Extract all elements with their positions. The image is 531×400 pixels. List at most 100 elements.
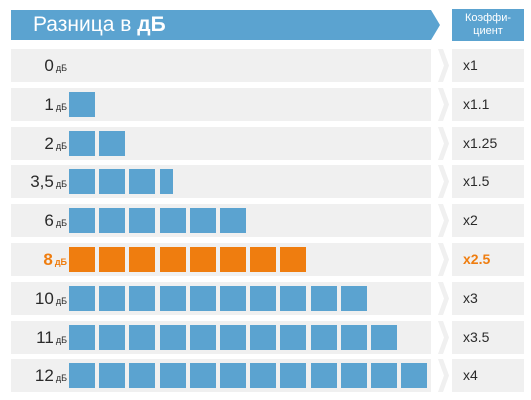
level-block <box>280 286 306 311</box>
level-block <box>311 325 337 350</box>
level-block <box>99 131 125 156</box>
coefficient-value: x2.5 <box>452 243 524 276</box>
db-unit: дБ <box>55 63 67 73</box>
level-block <box>160 286 186 311</box>
db-value: 8 <box>43 250 53 269</box>
db-unit: дБ <box>54 257 67 267</box>
row-arrow-icon <box>438 282 449 315</box>
header-arrow-icon <box>431 10 440 40</box>
level-block <box>311 286 337 311</box>
level-block <box>69 208 95 233</box>
level-block <box>190 363 216 388</box>
level-block <box>129 363 155 388</box>
coefficient-header-line1: Коэффи- <box>464 12 512 24</box>
level-block <box>99 325 125 350</box>
level-block <box>69 247 95 272</box>
db-unit: дБ <box>55 218 67 228</box>
header-title: Разница в <box>33 13 132 36</box>
db-value: 0 <box>44 56 54 75</box>
db-unit: дБ <box>55 141 67 151</box>
level-block <box>129 325 155 350</box>
level-block <box>220 286 246 311</box>
coefficient-value: x1.1 <box>452 88 524 121</box>
coefficient-value: x1.5 <box>452 165 524 198</box>
db-unit: дБ <box>55 102 67 112</box>
level-block <box>250 325 276 350</box>
level-block <box>190 286 216 311</box>
level-block <box>69 325 95 350</box>
level-block <box>280 247 306 272</box>
level-block <box>160 325 186 350</box>
level-block <box>371 363 397 388</box>
row-arrow-icon <box>438 49 449 82</box>
level-block <box>220 208 246 233</box>
level-block <box>401 363 427 388</box>
level-block <box>220 363 246 388</box>
row-arrow-icon <box>438 243 449 276</box>
coefficient-value: x1.25 <box>452 127 524 160</box>
db-label: 8 дБ <box>11 243 67 276</box>
row-arrow-icon <box>438 359 449 392</box>
level-block <box>341 286 367 311</box>
level-block <box>311 363 337 388</box>
level-block <box>69 131 95 156</box>
level-block <box>220 325 246 350</box>
level-block <box>69 363 95 388</box>
table-row <box>11 49 431 82</box>
level-block <box>99 363 125 388</box>
level-block <box>280 363 306 388</box>
level-block <box>250 363 276 388</box>
db-unit: дБ <box>55 373 67 383</box>
db-label: 2 дБ <box>11 127 67 160</box>
db-value: 3,5 <box>30 172 54 191</box>
level-block <box>99 169 125 194</box>
level-block <box>250 286 276 311</box>
level-block <box>160 169 173 194</box>
table-header: Разница в дБ <box>11 10 431 40</box>
coefficient-header-line2: циент <box>473 25 503 37</box>
level-block <box>190 247 216 272</box>
db-label: 6 дБ <box>11 204 67 237</box>
level-block <box>160 208 186 233</box>
db-unit: дБ <box>55 335 67 345</box>
coefficient-value: x3.5 <box>452 321 524 354</box>
level-block <box>99 247 125 272</box>
level-block <box>190 208 216 233</box>
level-block <box>69 92 95 117</box>
row-arrow-icon <box>438 165 449 198</box>
db-label: 10 дБ <box>11 282 67 315</box>
level-block <box>160 363 186 388</box>
db-value: 10 <box>34 289 54 308</box>
level-block <box>99 208 125 233</box>
coefficient-value: x2 <box>452 204 524 237</box>
level-block <box>280 325 306 350</box>
level-block <box>69 286 95 311</box>
level-block <box>250 247 276 272</box>
db-value: 1 <box>44 95 54 114</box>
row-arrow-icon <box>438 321 449 354</box>
db-label: 3,5 дБ <box>11 165 67 198</box>
level-block <box>341 325 367 350</box>
db-value: 2 <box>44 134 54 153</box>
coefficient-value: x3 <box>452 282 524 315</box>
coefficient-value: x4 <box>452 359 524 392</box>
header-title-unit: дБ <box>137 13 166 36</box>
db-value: 12 <box>34 366 54 385</box>
level-block <box>341 363 367 388</box>
coefficient-value: x1 <box>452 49 524 82</box>
level-block <box>69 169 95 194</box>
row-arrow-icon <box>438 88 449 121</box>
level-block <box>220 247 246 272</box>
row-arrow-icon <box>438 204 449 237</box>
level-block <box>129 286 155 311</box>
level-block <box>190 325 216 350</box>
db-unit: дБ <box>55 179 67 189</box>
level-block <box>129 208 155 233</box>
db-label: 12 дБ <box>11 359 67 392</box>
db-label: 1 дБ <box>11 88 67 121</box>
db-value: 6 <box>44 211 54 230</box>
coefficient-header: Коэффи- циент <box>452 9 524 41</box>
level-block <box>160 247 186 272</box>
level-block <box>371 325 397 350</box>
level-block <box>99 286 125 311</box>
